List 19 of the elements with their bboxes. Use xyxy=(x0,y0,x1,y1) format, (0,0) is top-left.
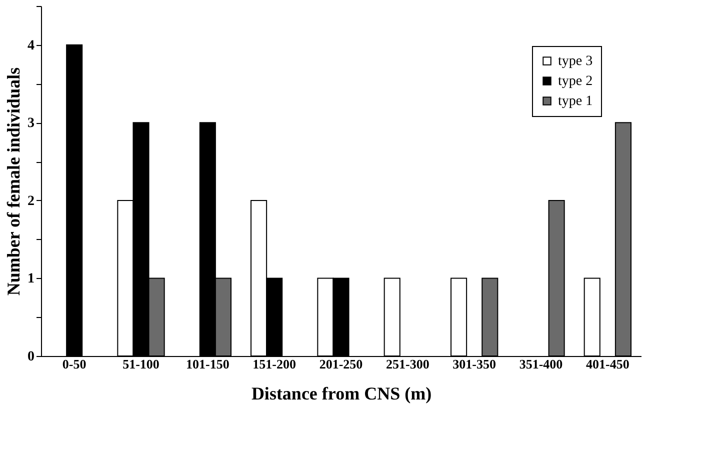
legend-label: type 1 xyxy=(558,94,593,109)
y-tick-label: 1 xyxy=(28,272,34,287)
x-tick-label: 51-100 xyxy=(122,356,160,372)
y-tick-label: 4 xyxy=(28,38,34,54)
legend-label: type 3 xyxy=(558,54,593,69)
x-tick-label: 401-450 xyxy=(586,356,630,372)
x-tick-label: 201-250 xyxy=(319,356,363,372)
y-tick-label: 3 xyxy=(28,116,34,132)
y-tick-label: 2 xyxy=(28,194,34,209)
x-tick-label: 351-400 xyxy=(519,356,563,372)
y-axis-title: Number of female individuals xyxy=(4,67,24,296)
x-tick-label: 101-150 xyxy=(186,356,230,372)
x-tick-label: 0-50 xyxy=(62,356,86,372)
legend-label: type 2 xyxy=(558,74,593,89)
x-axis-title: Distance from CNS (m) xyxy=(251,384,432,404)
y-tick-label: 0 xyxy=(28,350,34,364)
x-tick-label: 151-200 xyxy=(252,356,296,372)
x-tick-label: 301-350 xyxy=(452,356,496,372)
x-tick-label: 251-300 xyxy=(386,356,430,372)
